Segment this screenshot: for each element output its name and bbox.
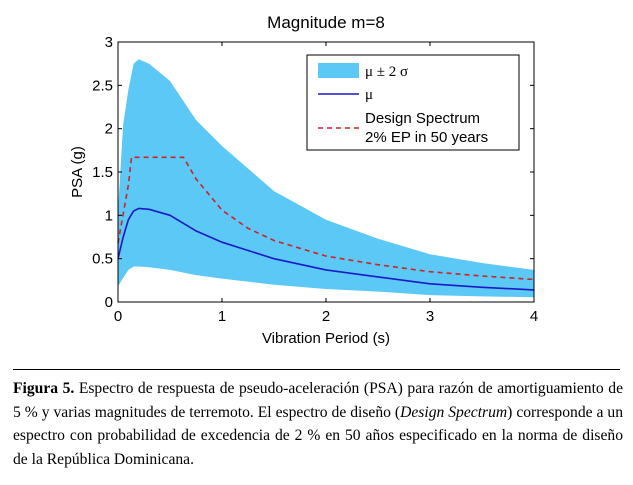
legend-design-label-line2: 2% EP in 50 years [365, 129, 488, 146]
legend-band-label: μ ± 2 σ [365, 64, 408, 80]
psa-chart-figure: Magnitude m=8 0 1 2 3 4 0 0.5 1 1.5 2 2.5 3 Vibrati… [69, 13, 538, 347]
y-axis-label: PSA (g) [69, 146, 86, 198]
band-mu-pm-2sigma [118, 59, 534, 298]
caption-italic-term: Design Spectrum [400, 403, 508, 421]
caption-text-part2: ) corresponde a un espectro con probabil… [13, 403, 624, 468]
x-tick-label: 0 [114, 308, 122, 325]
x-tick-label: 4 [530, 308, 538, 325]
caption-divider [13, 369, 620, 370]
legend-mean-label: μ [365, 87, 373, 103]
chart-legend: μ ± 2 σ μ Design Spectrum 2% EP in 50 ye… [306, 54, 520, 151]
y-tick-label: 2.5 [92, 77, 113, 94]
caption-text-part1: Espectro de respuesta de pseudo-acelerac… [13, 380, 623, 421]
y-tick-label: 1 [105, 207, 113, 224]
y-tick-label: 0 [105, 294, 113, 311]
legend-band-swatch [318, 63, 359, 78]
x-tick-label: 1 [218, 308, 226, 325]
x-axis-label: Vibration Period (s) [262, 330, 390, 347]
x-tick-label: 3 [426, 308, 434, 325]
y-tick-label: 1.5 [92, 164, 113, 181]
y-tick-label: 3 [105, 34, 113, 51]
caption-label: Figura 5. [13, 380, 75, 397]
y-tick-label: 2 [105, 121, 113, 138]
y-tick-label: 0.5 [92, 251, 113, 268]
line-mean [117, 207, 535, 291]
x-tick-label: 2 [322, 308, 330, 325]
chart-title: Magnitude m=8 [267, 13, 385, 32]
line-design-spectrum [117, 156, 535, 281]
psa-chart: Magnitude m=8 0 1 2 3 4 0 0.5 1 1.5 2 2.5 3 Vibrati… [69, 13, 538, 347]
figure-caption: Figura 5. Espectro de respuesta de pseud… [13, 377, 623, 471]
legend-design-label-line1: Design Spectrum [365, 110, 480, 127]
